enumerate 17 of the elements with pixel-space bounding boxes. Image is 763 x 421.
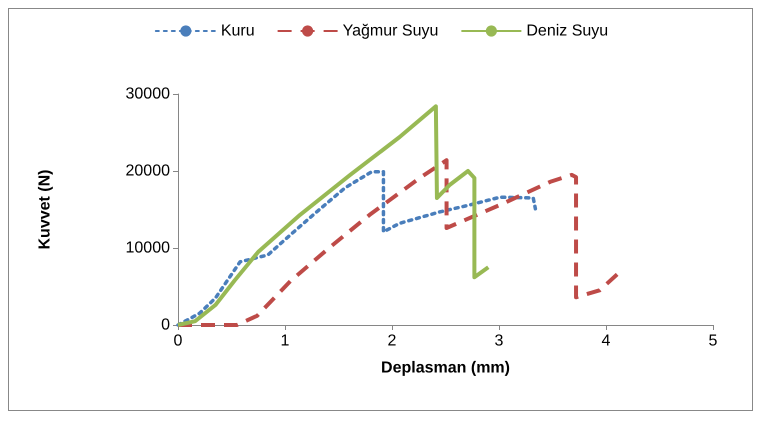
x-tick-label: 4 xyxy=(602,332,611,350)
y-tick-label: 0 xyxy=(161,316,170,334)
x-tick-label: 5 xyxy=(708,332,718,350)
x-tick-label: 2 xyxy=(388,332,397,350)
x-tick-label: 0 xyxy=(174,332,183,350)
line-series xyxy=(176,170,538,327)
y-tick-label: 10000 xyxy=(126,240,170,256)
legend-label: Kuru xyxy=(220,22,255,40)
x-tick-label: 1 xyxy=(280,332,290,350)
legend-label: Yağmur Suyu xyxy=(342,22,438,40)
x-axis-title: Deplasman (mm) xyxy=(381,360,510,376)
y-tick-label: 30000 xyxy=(126,86,170,102)
y-axis-title: Kuvvet (N) xyxy=(36,169,54,250)
x-tick-label: 3 xyxy=(494,332,504,350)
legend-label: Deniz Suyu xyxy=(526,22,608,40)
line-series xyxy=(176,104,490,327)
y-tick-label: 20000 xyxy=(126,162,170,180)
